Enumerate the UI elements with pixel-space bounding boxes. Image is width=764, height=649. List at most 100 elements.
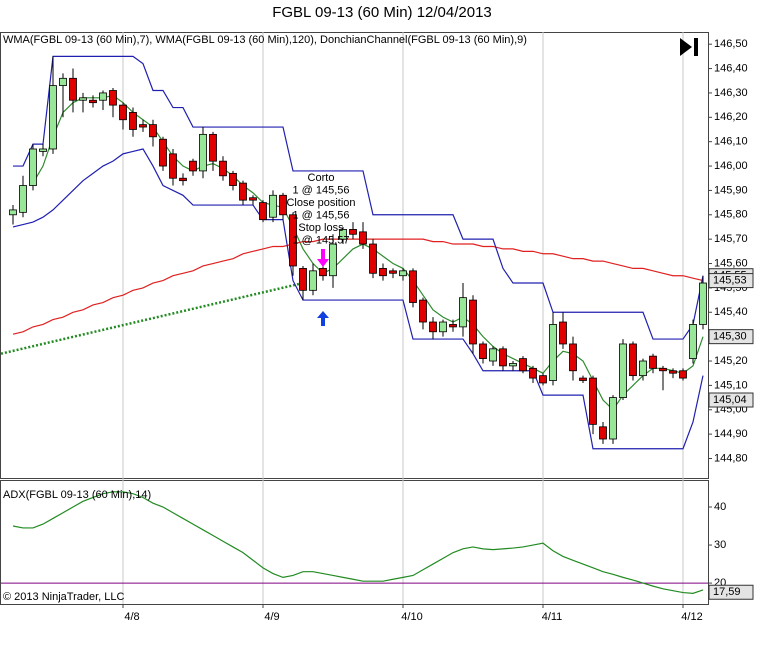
y-tick-label: 145,90 — [714, 184, 748, 196]
x-tick-label: 4/11 — [542, 611, 563, 623]
candle-body — [689, 324, 697, 359]
candle-body — [569, 343, 577, 372]
candle-body — [229, 172, 237, 186]
trade-annotation: Stop loss — [298, 222, 344, 234]
candle-body — [49, 85, 57, 150]
candle-body — [559, 321, 567, 345]
candle-body — [509, 363, 517, 367]
y-tick-label: 145,60 — [714, 257, 748, 269]
price-marker-label: 145,53 — [713, 274, 747, 286]
adx-panel — [0, 480, 709, 605]
indicator-line — [13, 55, 704, 340]
candle-body — [239, 182, 247, 201]
x-tick-label: 4/8 — [124, 611, 139, 623]
candle-body — [479, 343, 487, 359]
candle-body — [339, 229, 347, 240]
candle-body — [179, 177, 187, 182]
x-tick-label: 4/9 — [264, 611, 279, 623]
candle-body — [659, 367, 667, 372]
trade-annotation: Corto — [308, 172, 335, 184]
candle-body — [29, 148, 37, 186]
candle-body — [119, 104, 127, 121]
candle-body — [579, 377, 587, 381]
buy-arrow — [317, 311, 329, 326]
candle-body — [419, 299, 427, 323]
y-tick-label: 145,10 — [714, 379, 748, 391]
candle-body — [399, 270, 407, 277]
adx-label: ADX(FGBL 09-13 (60 Min),14) — [3, 489, 151, 501]
candle-body — [39, 148, 47, 152]
candle-body — [59, 77, 67, 87]
candle-body — [599, 426, 607, 440]
candle-body — [99, 92, 107, 101]
candle-body — [109, 90, 117, 106]
candle-body — [379, 268, 387, 277]
y-tick-label: 30 — [714, 539, 726, 551]
candle-body — [699, 282, 707, 325]
plot-layer: 4/8 4/9 4/10 4/11 4/12 146,50 146,40 146,30 146,… — [0, 32, 754, 623]
price-marker-label: 145,04 — [713, 394, 747, 406]
trade-annotation: 1 @ 145,56 — [292, 184, 349, 196]
play-bar[interactable] — [694, 38, 698, 56]
candle-body — [269, 194, 277, 218]
candle-body — [489, 348, 497, 362]
y-tick-label: 146,00 — [714, 160, 748, 172]
candle-body — [249, 197, 257, 201]
sell-arrow — [317, 249, 329, 267]
candle-body — [289, 214, 297, 267]
indicator-line — [32, 94, 704, 411]
y-tick-label: 145,70 — [714, 233, 748, 245]
candle-body — [549, 324, 557, 381]
candle-body — [529, 367, 537, 379]
candle-body — [469, 299, 477, 345]
x-tick-label: 4/12 — [681, 611, 702, 623]
y-tick-label: 145,20 — [714, 355, 748, 367]
y-tick-label: 145,40 — [714, 306, 748, 318]
candle-body — [329, 243, 337, 277]
price-panel — [0, 32, 709, 479]
candle-body — [309, 270, 317, 291]
candle-body — [349, 229, 357, 235]
candle-body — [189, 160, 197, 172]
candle-body — [209, 133, 217, 162]
price-marker-box — [708, 584, 754, 600]
copyright: © 2013 NinjaTrader, LLC — [3, 591, 124, 603]
candle-body — [159, 138, 167, 167]
price-marker-label: 17,59 — [713, 586, 741, 598]
candle-body — [439, 321, 447, 333]
candle-body — [369, 243, 377, 274]
candle-body — [89, 99, 97, 104]
play-icon[interactable] — [680, 38, 698, 56]
candle-body — [669, 370, 677, 374]
candle-body — [139, 124, 147, 128]
candle-body — [9, 209, 17, 216]
y-tick-label: 145,80 — [714, 209, 748, 221]
candle-body — [499, 348, 507, 367]
y-tick-label: 146,20 — [714, 111, 748, 123]
play-triangle[interactable] — [680, 38, 692, 56]
price-marker-label: 145,30 — [713, 331, 747, 343]
candle-body — [459, 297, 467, 328]
candle-body — [319, 268, 327, 277]
trade-arrows — [317, 249, 329, 326]
candle-body — [299, 268, 307, 291]
candle-body — [279, 194, 287, 216]
trade-annotation: 1 @ 145,57 — [292, 234, 349, 246]
candle-body — [429, 321, 437, 333]
chart-title: FGBL 09-13 (60 Min) 12/04/2013 — [272, 4, 492, 21]
candle-body — [359, 231, 367, 245]
price-marker-box — [708, 329, 754, 345]
price-marker-box — [708, 392, 754, 408]
y-tick-label: 146,40 — [714, 62, 748, 74]
trade-annotation: Close position — [286, 197, 355, 209]
price-marker-box — [708, 273, 754, 289]
y-tick-label: 146,30 — [714, 87, 748, 99]
candle-body — [639, 360, 647, 377]
candle-body — [589, 377, 597, 425]
x-tick-label: 4/10 — [401, 611, 422, 623]
candle-body — [519, 358, 527, 372]
candle-body — [129, 112, 137, 130]
candle-body — [679, 370, 687, 379]
y-tick-label: 144,90 — [714, 428, 748, 440]
